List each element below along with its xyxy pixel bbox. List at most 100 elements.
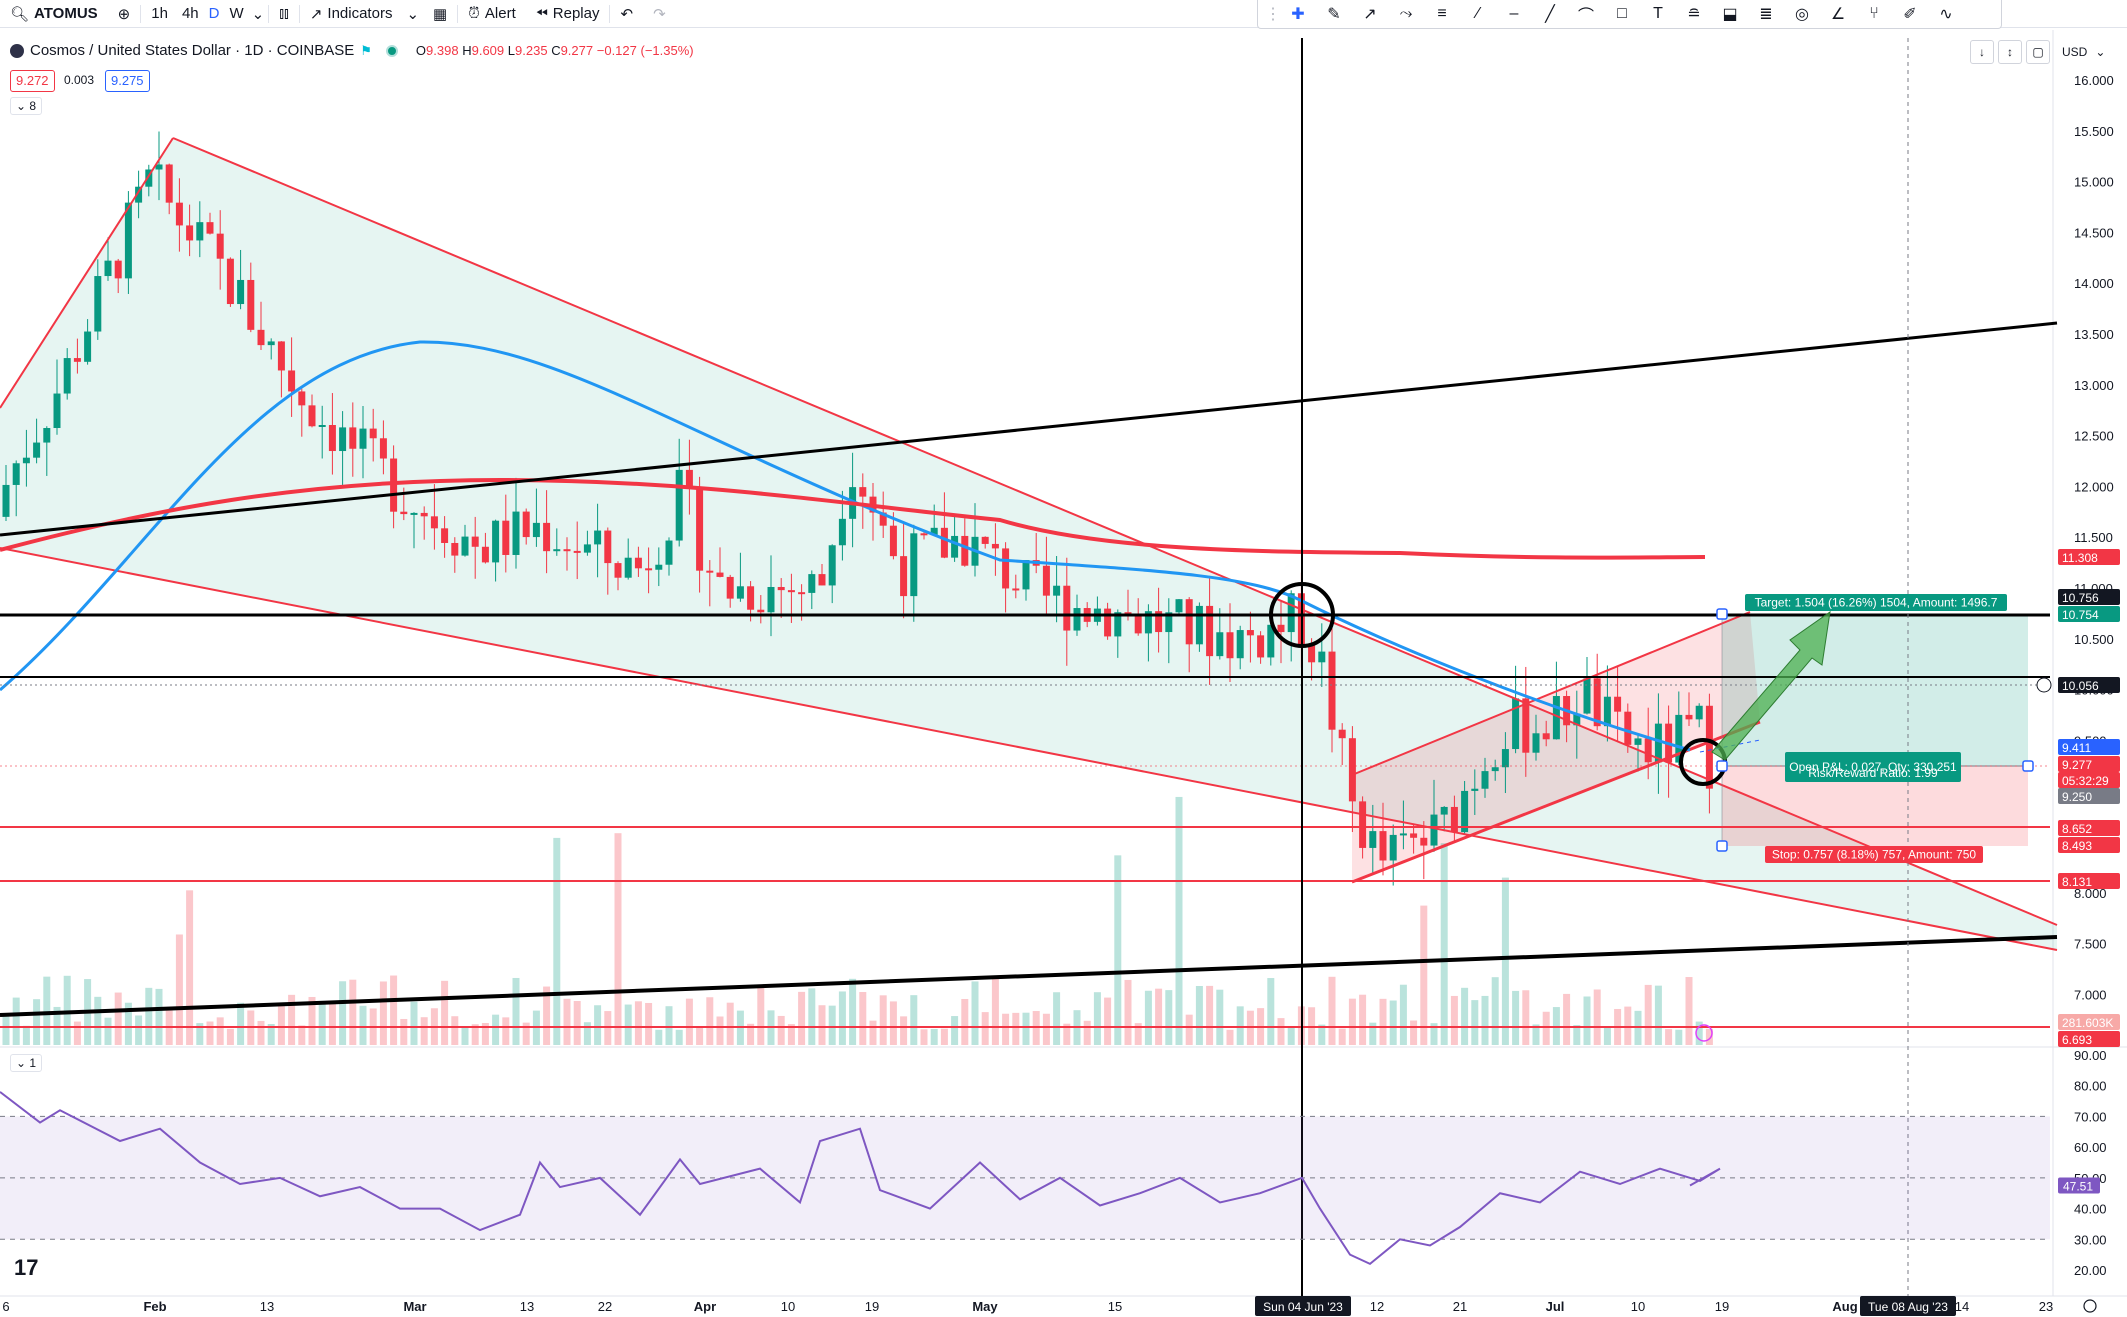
volume-bar: [757, 985, 765, 1045]
candle-body: [1042, 565, 1050, 596]
volume-bar: [1491, 977, 1499, 1045]
horizontal-ray-tool[interactable]: ‒: [1509, 5, 1519, 22]
fib-tool[interactable]: ≡: [1437, 5, 1447, 22]
indicators-dropdown[interactable]: ⌄: [402, 0, 423, 27]
candle-body: [73, 358, 81, 362]
interval-1h[interactable]: 1h: [141, 0, 178, 27]
forecast-tool[interactable]: ≣: [1759, 6, 1773, 23]
candle-body: [1410, 833, 1418, 838]
volume-bar: [1206, 985, 1214, 1045]
candle-body: [1654, 723, 1662, 763]
volume-bar: [1216, 989, 1224, 1045]
angle-tool[interactable]: ∠: [1830, 6, 1846, 23]
candle-body: [196, 222, 204, 241]
rsi-value-bg: [2058, 1177, 2100, 1194]
currency-select[interactable]: USD ⌄: [2056, 41, 2111, 63]
indicators-collapse-toggle[interactable]: ⌄ 8: [10, 97, 43, 115]
volume-bar: [1654, 985, 1662, 1045]
rr-label: Risk/Reward Ratio: 1.99: [1808, 766, 1938, 780]
candle-body: [12, 463, 20, 485]
volume-bar: [257, 1020, 265, 1045]
volume-bar: [900, 1016, 908, 1045]
curve-tool[interactable]: ⤳: [1399, 5, 1413, 22]
alert-button[interactable]: ⏰︎ Alert: [458, 0, 526, 27]
candle-body: [1512, 698, 1520, 750]
price-label-bg: [2058, 589, 2120, 605]
highlighter-tool[interactable]: ✐: [1903, 6, 1917, 23]
volume-bar: [991, 976, 999, 1045]
flag-icon[interactable]: ⚑: [360, 42, 372, 58]
volume-bar: [971, 981, 979, 1045]
volume-bar: [1410, 1020, 1418, 1045]
volume-bar: [1675, 1029, 1683, 1045]
interval-d[interactable]: D: [203, 0, 226, 27]
volume-bar: [471, 1024, 479, 1045]
volume-bar: [359, 1005, 367, 1045]
volume-bar: [879, 995, 887, 1045]
circle-tool[interactable]: ◎: [1795, 6, 1809, 23]
pitchfork-tool[interactable]: ⑂: [1869, 5, 1879, 22]
price-label: 9.411: [2062, 741, 2091, 755]
volume-bar: [308, 996, 316, 1045]
volume-bar: [1389, 1000, 1397, 1045]
volume-bar: [981, 1012, 989, 1045]
interval-dropdown[interactable]: ⌄: [248, 0, 269, 27]
candle-body: [53, 393, 61, 429]
templates-button[interactable]: ▦: [423, 0, 457, 27]
volume-bar: [73, 1021, 81, 1045]
trend-line-tool[interactable]: ∕: [1476, 5, 1480, 22]
volume-bar: [553, 837, 561, 1045]
candle-body: [1420, 837, 1428, 846]
volume-bar: [502, 1017, 510, 1045]
path-tool[interactable]: ⌒: [1577, 8, 1594, 25]
indicators-button[interactable]: ↗ Indicators: [300, 0, 403, 27]
elliott-tool[interactable]: ∿: [1939, 6, 1953, 23]
divider: [298, 4, 300, 23]
crosshair-tool[interactable]: ✚: [1291, 6, 1305, 23]
candle-body: [349, 427, 357, 449]
symbol-search[interactable]: 🔍︎ ATOMUS: [0, 0, 108, 27]
volume-bar: [1002, 1013, 1010, 1045]
buy-price-button[interactable]: 9.275: [105, 70, 150, 92]
sell-price-button[interactable]: 9.272: [10, 70, 55, 92]
candle-body: [879, 512, 887, 526]
candle-body: [940, 527, 948, 558]
volume-bar: [522, 1022, 530, 1045]
volume-bar: [1369, 1022, 1377, 1045]
interval-w[interactable]: W: [225, 0, 247, 27]
rsi-pane-toggle[interactable]: ⌄ 1: [10, 1054, 43, 1072]
arrow-tool[interactable]: ↗: [1363, 6, 1377, 23]
collapse-button[interactable]: ↕: [1998, 40, 2022, 64]
replay-button[interactable]: ⏪︎ Replay: [526, 0, 610, 27]
volume-bar: [1287, 1026, 1295, 1045]
move-down-button[interactable]: ↓: [1970, 40, 1994, 64]
price-label-bg: [2058, 1014, 2120, 1030]
long-position-tool[interactable]: ⬓: [1722, 6, 1738, 23]
brush-tool[interactable]: ✎: [1327, 6, 1341, 23]
redo-button[interactable]: ↷: [643, 0, 676, 27]
candle-body: [22, 457, 30, 464]
candle-body: [165, 164, 173, 203]
candle-body: [461, 536, 469, 556]
rectangle-tool[interactable]: □: [1617, 5, 1627, 22]
candle-body: [736, 586, 744, 599]
text-tool[interactable]: T: [1653, 5, 1663, 22]
compare-button[interactable]: ⊕: [108, 0, 141, 27]
drag-handle-icon[interactable]: ⋮: [1265, 6, 1281, 23]
volume-bar: [1144, 990, 1152, 1045]
chart-type-button[interactable]: ⫾⫾: [269, 0, 299, 27]
interval-4h[interactable]: 4h: [178, 0, 203, 27]
undo-button[interactable]: ↶: [610, 0, 643, 27]
candle-body: [2, 484, 10, 517]
candle-body: [1216, 632, 1224, 657]
candle-body: [1277, 624, 1285, 633]
polyline-tool[interactable]: ╱: [1545, 6, 1555, 23]
symbol-title[interactable]: Cosmos / United States Dollar · 1D · COI…: [30, 42, 355, 59]
pattern-tool[interactable]: ≘: [1687, 6, 1701, 23]
volume-bar: [1134, 1023, 1142, 1045]
candle-body: [359, 428, 367, 449]
price-label: 6.693: [2062, 1033, 2092, 1047]
volume-bar: [614, 833, 622, 1045]
maximize-button[interactable]: ▢: [2026, 40, 2050, 64]
